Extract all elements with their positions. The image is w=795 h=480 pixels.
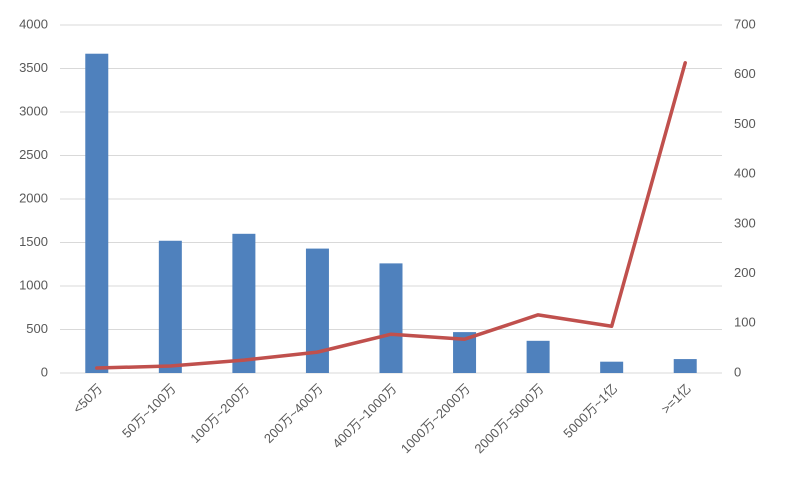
y-tick-label: 3500 [19, 60, 48, 75]
y2-tick-label: 600 [734, 66, 756, 81]
bar [453, 332, 477, 373]
bar [305, 248, 329, 373]
y-tick-label: 1500 [19, 234, 48, 249]
x-tick-label: 5000万~1亿 [560, 381, 620, 441]
x-tick-label: <50万 [70, 381, 105, 416]
bar [85, 53, 109, 374]
x-tick-label: 400万~1000万 [329, 381, 399, 451]
y-tick-label: 1000 [19, 277, 48, 292]
y2-tick-label: 0 [734, 364, 741, 379]
y2-tick-label: 100 [734, 315, 756, 330]
bar [232, 233, 256, 373]
bar [600, 361, 624, 373]
y-tick-label: 500 [26, 321, 48, 336]
y2-tick-label: 500 [734, 116, 756, 131]
y-tick-label: 3000 [19, 103, 48, 118]
y2-tick-label: 700 [734, 16, 756, 31]
x-tick-label: 1000万~2000万 [398, 381, 473, 456]
y-tick-label: 4000 [19, 16, 48, 31]
y2-tick-label: 200 [734, 265, 756, 280]
x-tick-label: 50万~100万 [119, 381, 179, 441]
y-tick-label: 2000 [19, 190, 48, 205]
y-tick-label: 0 [41, 364, 48, 379]
y2-tick-label: 300 [734, 215, 756, 230]
bar [673, 359, 697, 373]
y2-tick-label: 400 [734, 166, 756, 181]
bar [379, 263, 403, 373]
bar [158, 240, 182, 373]
line [95, 61, 687, 370]
y-tick-label: 2500 [19, 147, 48, 162]
x-tick-label: >=1亿 [658, 381, 694, 417]
x-tick-label: 2000万~5000万 [471, 381, 546, 456]
x-tick-label: 200万~400万 [261, 381, 326, 446]
x-tick-label: 100万~200万 [187, 381, 252, 446]
bar [526, 340, 550, 373]
